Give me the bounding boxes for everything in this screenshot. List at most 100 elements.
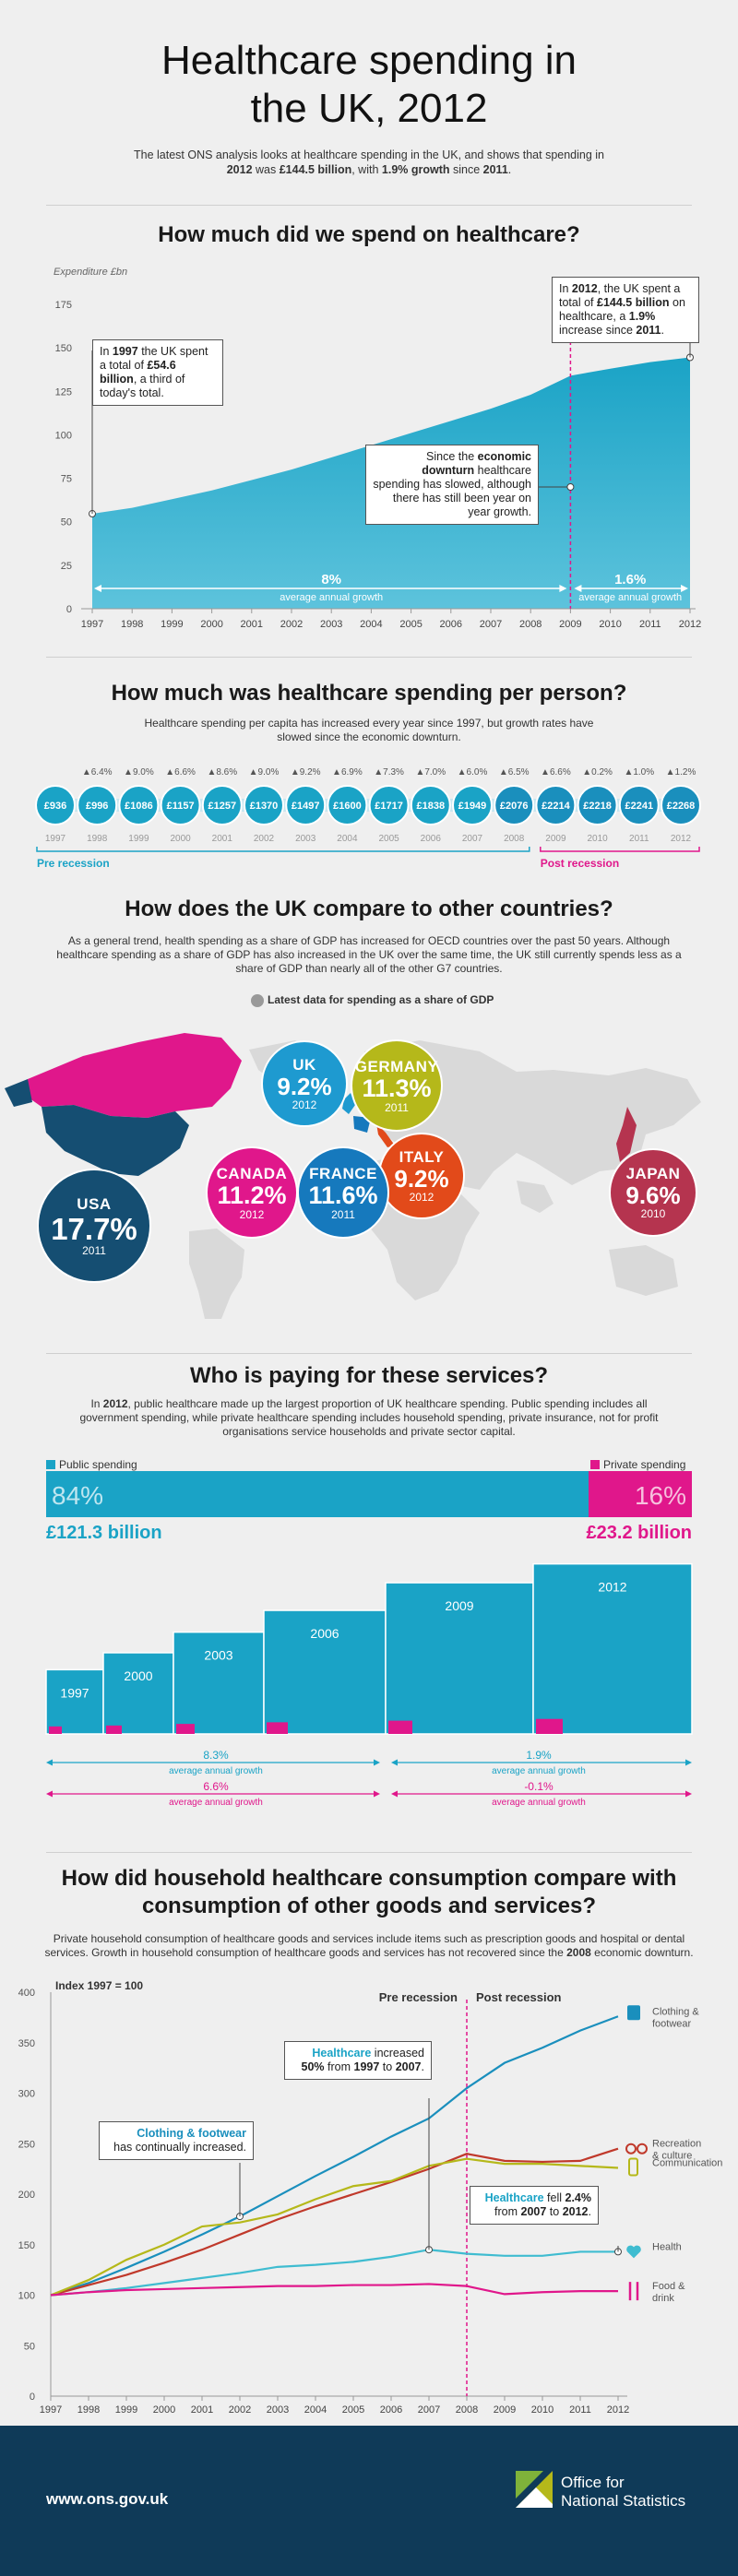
map-legend: Latest data for spending as a share of G…	[251, 993, 494, 1007]
country-year: 2010	[640, 1207, 666, 1220]
per-capita-value: £1838	[417, 801, 446, 812]
heart-icon	[626, 2245, 641, 2259]
series-line-clothing-footwear	[50, 2015, 619, 2297]
y-tick-label: 200	[18, 2190, 35, 2201]
y-tick-label: 0	[66, 604, 72, 615]
year-label: 2009	[545, 834, 566, 844]
arrow-head	[46, 1759, 53, 1766]
callout-2012: In 2012, the UK spent a total of £144.5 …	[552, 277, 699, 343]
x-tick-label: 2002	[229, 2404, 251, 2416]
y-axis-label: Index 1997 = 100	[55, 1979, 143, 1992]
x-tick-label: 2010	[599, 619, 621, 630]
x-tick-label: 1999	[115, 2404, 137, 2416]
callout-health-down: Healthcare fell 2.4% from 2007 to 2012.	[470, 2186, 599, 2225]
bicycle-icon	[625, 2143, 637, 2155]
per-capita-value: £2214	[542, 801, 570, 812]
bicycle-wheel-icon	[637, 2143, 648, 2155]
y-tick-label: 150	[18, 2240, 35, 2251]
x-tick-label: 2006	[440, 619, 462, 630]
arrow-head	[681, 585, 688, 592]
x-tick-label: 2003	[320, 619, 342, 630]
legend-label: drink	[652, 2293, 674, 2304]
bar-year-label: 2000	[124, 1668, 152, 1683]
private-bar	[106, 1725, 122, 1734]
per-capita-bubble	[535, 785, 577, 825]
per-capita-value: £1257	[208, 801, 237, 812]
x-tick-label: 2008	[456, 2404, 478, 2416]
country-name: FRANCE	[309, 1164, 377, 1182]
public-bar	[102, 1652, 174, 1735]
growth-label: ▲8.6%	[207, 767, 237, 778]
legend-label: Recreation	[652, 2139, 701, 2150]
y-tick-label: 350	[18, 2038, 35, 2049]
x-tick-label: 2002	[280, 619, 303, 630]
bar-year-label: 2003	[204, 1648, 232, 1663]
per-capita-value: £2241	[625, 801, 654, 812]
year-label: 2012	[671, 834, 692, 844]
bar-year-label: 2012	[598, 1580, 626, 1595]
private-share-bar	[589, 1471, 692, 1517]
intro-text: The latest ONS analysis looks at healthc…	[133, 148, 605, 176]
per-capita-bubble	[618, 785, 660, 825]
legend-public: Public spending	[46, 1458, 137, 1471]
country-pct: 9.6%	[625, 1181, 681, 1209]
country-bubble-usa: USA 17.7% 2011	[37, 1169, 151, 1283]
year-label: 1998	[87, 834, 108, 844]
country-year: 2012	[292, 1098, 317, 1111]
country-name: CANADA	[216, 1164, 288, 1182]
public-growth-pre: 8.3%	[203, 1749, 229, 1762]
series-line-communication	[50, 2157, 619, 2297]
x-tick-label: 2008	[519, 619, 542, 630]
private-bar	[49, 1726, 62, 1734]
legend-private: Private spending	[590, 1458, 685, 1471]
year-label: 2010	[587, 834, 608, 844]
per-capita-value: £1949	[458, 801, 487, 812]
per-capita-value: £996	[86, 801, 108, 812]
per-capita-value: £1497	[292, 801, 320, 812]
website-link[interactable]: www.ons.gov.uk	[46, 2490, 169, 2508]
private-growth-post: -0.1%	[524, 1780, 554, 1793]
section-heading-spend: How much did we spend on healthcare?	[158, 222, 580, 247]
avg-label: average annual growth	[169, 1798, 263, 1808]
y-tick-label: 75	[61, 474, 72, 485]
legend-label: footwear	[652, 2018, 692, 2029]
pre-recession-label: Pre recession	[37, 857, 110, 870]
arrow-head	[94, 585, 101, 592]
per-capita-bubble	[244, 785, 284, 825]
x-tick-label: 2006	[380, 2404, 402, 2416]
year-label: 2011	[629, 834, 649, 844]
series-line-health	[50, 2249, 618, 2297]
public-bar	[173, 1631, 265, 1735]
per-capita-bubble	[118, 785, 160, 825]
country-bubble-germany: GERMANY 11.3% 2011	[351, 1039, 443, 1132]
series-line-food-drink	[50, 2283, 618, 2297]
per-capita-value: £1600	[333, 801, 362, 812]
per-capita-bubble	[368, 785, 410, 825]
per-capita-bubble	[577, 785, 618, 825]
clothing-bag-icon	[627, 2005, 640, 2021]
x-tick-label: 2011	[639, 619, 661, 630]
bar-year-label: 1997	[60, 1685, 89, 1700]
per-capita-value: £936	[44, 801, 66, 812]
public-growth-post: 1.9%	[526, 1749, 552, 1762]
growth-label: ▲9.0%	[249, 767, 280, 778]
year-label: 2007	[462, 834, 483, 844]
private-growth-pre: 6.6%	[203, 1780, 229, 1793]
y-tick-label: 250	[18, 2139, 35, 2150]
country-pct: 17.7%	[51, 1211, 137, 1246]
phone-icon	[628, 2157, 638, 2177]
country-bubble-canada: CANADA 11.2% 2012	[206, 1146, 298, 1239]
per-capita-bubble	[410, 785, 451, 825]
public-swatch-icon	[46, 1460, 55, 1469]
x-tick-label: 2007	[480, 619, 502, 630]
country-bubble-italy: ITALY 9.2% 2012	[378, 1133, 465, 1219]
per-capita-bubble	[661, 785, 701, 825]
arrow-head	[391, 1759, 398, 1766]
x-tick-label: 2010	[531, 2404, 554, 2416]
section-heading-consumption: How did household healthcare consumption…	[61, 1866, 677, 1918]
y-tick-label: 150	[55, 343, 72, 354]
post-recession-bracket	[540, 847, 700, 852]
year-label: 2005	[378, 834, 399, 844]
country-year: 2011	[331, 1207, 355, 1221]
growth-label: ▲6.0%	[458, 767, 488, 778]
